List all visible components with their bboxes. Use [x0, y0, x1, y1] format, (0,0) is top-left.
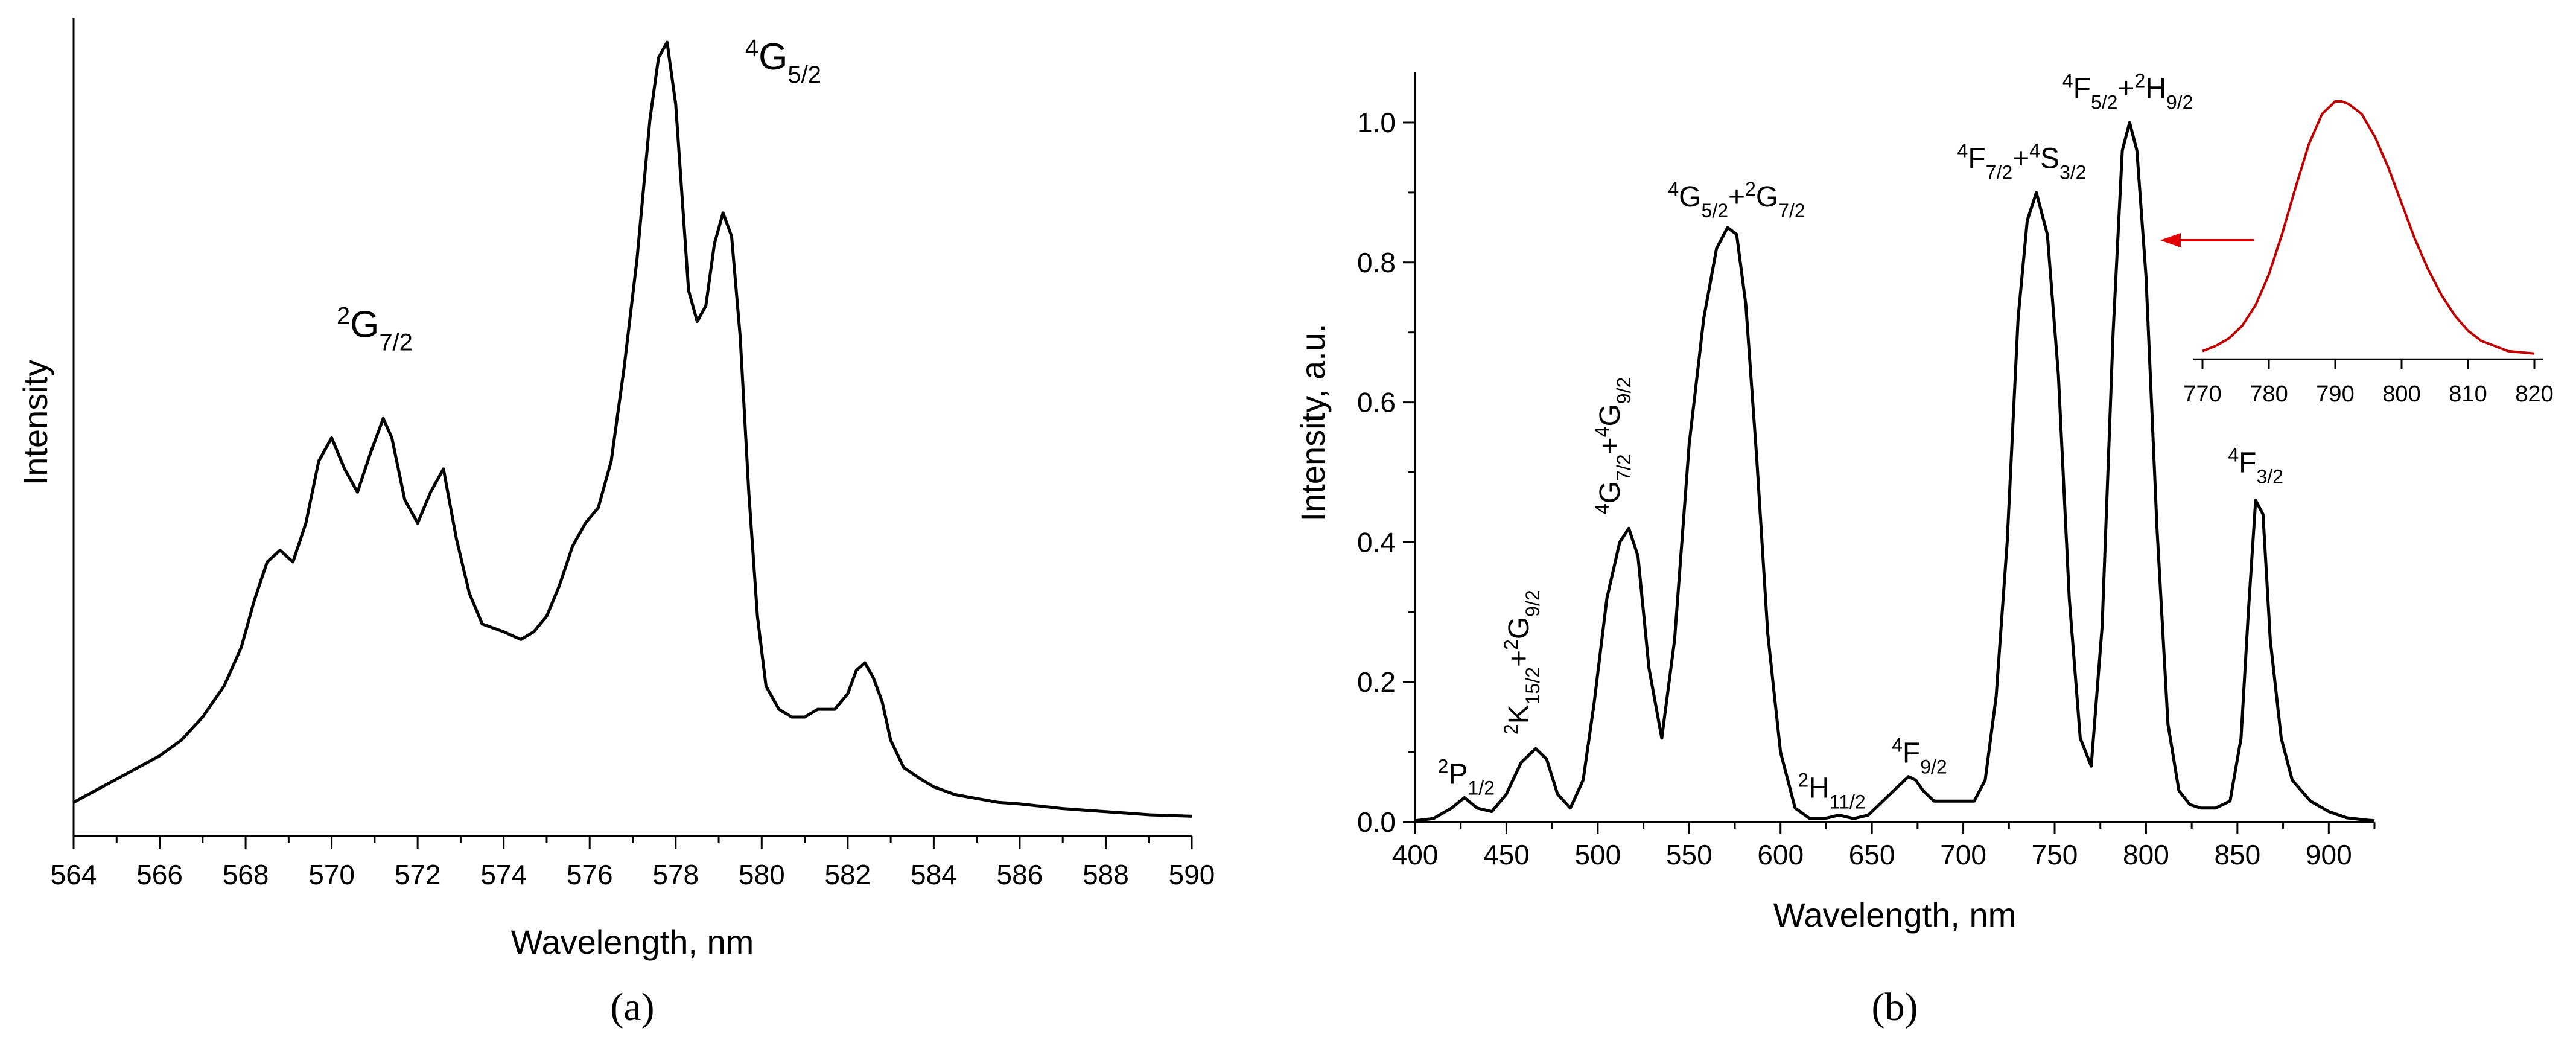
chart-a-x-tick-label: 582: [824, 859, 871, 890]
chart-b-annotation: 2K15/2+2G9/2: [1500, 590, 1544, 735]
chart-a-panel-label: (a): [610, 985, 654, 1029]
chart-b-x-tick-label: 800: [2123, 839, 2169, 870]
inset-pointer-arrow: [2160, 233, 2254, 247]
chart-a-x-tick-label: 566: [136, 859, 183, 890]
chart-b-x-tick-label: 500: [1574, 839, 1621, 870]
chart-b-x-tick-label: 450: [1483, 839, 1530, 870]
chart-a-x-tick-label: 570: [308, 859, 355, 890]
chart-b-x-tick-label: 600: [1757, 839, 1804, 870]
chart-b-y-tick-label: 0.8: [1357, 247, 1396, 278]
chart-b-x-tick-label: 900: [2306, 839, 2352, 870]
chart-a-x-tick-label: 574: [480, 859, 527, 890]
chart-b-x-tick-label: 650: [1849, 839, 1895, 870]
chart-a-emission-line: [72, 40, 1192, 818]
chart-a-x-tick-label: 572: [395, 859, 441, 890]
chart-panel-a: 564 566 568 570 572 574 576 578 580 582 584 586 588 5…: [16, 18, 1215, 1029]
chart-a-x-tick-label: 568: [223, 859, 269, 890]
chart-b-y-tick-label: 1.0: [1357, 107, 1396, 138]
chart-b-emission-line: [1414, 121, 2375, 823]
chart-a-x-tick-label: 564: [51, 859, 97, 890]
inset-x-tick-label: 800: [2382, 381, 2420, 407]
chart-b-x-tick-label: 550: [1666, 839, 1713, 870]
chart-b-annotation: 4F9/2: [1892, 734, 1947, 777]
chart-a-annotation: 4G5/2: [745, 35, 821, 88]
inset-x-tick-label: 810: [2449, 381, 2487, 407]
chart-b-x-tick-label: 750: [2032, 839, 2078, 870]
chart-a-x-tick-label: 580: [739, 859, 785, 890]
chart-b-y-tick-label: 0.2: [1357, 666, 1396, 698]
chart-b-y-axis-label: Intensity, a.u.: [1294, 324, 1332, 522]
chart-b-inset: 770 780 790 800 810 820: [2160, 100, 2554, 407]
chart-b-x-tick-label: 700: [1940, 839, 1986, 870]
inset-x-tick-label: 780: [2250, 381, 2288, 407]
chart-a-y-axis-label: Intensity: [16, 360, 54, 486]
chart-a-x-tick-label: 586: [997, 859, 1043, 890]
inset-x-tick-label: 820: [2515, 381, 2553, 407]
inset-x-tick-label: 770: [2183, 381, 2221, 407]
chart-b-annotation: 4F7/2+4S3/2: [1957, 139, 2087, 183]
inset-x-tick-label: 790: [2316, 381, 2354, 407]
chart-b-annotation: 2H11/2: [1798, 769, 1865, 812]
chart-a-x-tick-label: 584: [911, 859, 957, 890]
chart-a-x-tick-label: 576: [567, 859, 613, 890]
chart-a-annotation: 2G7/2: [337, 302, 413, 356]
chart-a-x-tick-label: 590: [1169, 859, 1215, 890]
chart-a-x-tick-label: 588: [1083, 859, 1129, 890]
chart-b-annotation: 4G7/2+4G9/2: [1591, 377, 1635, 514]
chart-b-x-tick-label: 400: [1392, 839, 1439, 870]
chart-b-y-tick-label: 0.6: [1357, 387, 1396, 418]
chart-b-annotation: 4G5/2+2G7/2: [1668, 178, 1805, 222]
chart-b-annotation: 4F5/2+2H9/2: [2062, 69, 2193, 113]
chart-a-x-tick-label: 578: [652, 859, 699, 890]
chart-b-y-tick-label: 0.0: [1357, 806, 1396, 838]
chart-b-y-tick-label: 0.4: [1357, 526, 1396, 558]
inset-peak-line: [2202, 100, 2535, 355]
chart-b-annotation: 2P1/2: [1438, 755, 1495, 799]
chart-panel-b: 400 450 500 550 600 650 700 750 800 850 900 0.0 0.2 0…: [1294, 69, 2554, 1029]
chart-b-annotation: 4F3/2: [2228, 444, 2283, 488]
chart-a-x-axis-label: Wavelength, nm: [511, 923, 754, 961]
chart-b-panel-label: (b): [1872, 985, 1918, 1029]
chart-b-x-tick-label: 850: [2214, 839, 2260, 870]
chart-b-x-axis-label: Wavelength, nm: [1773, 896, 2017, 934]
